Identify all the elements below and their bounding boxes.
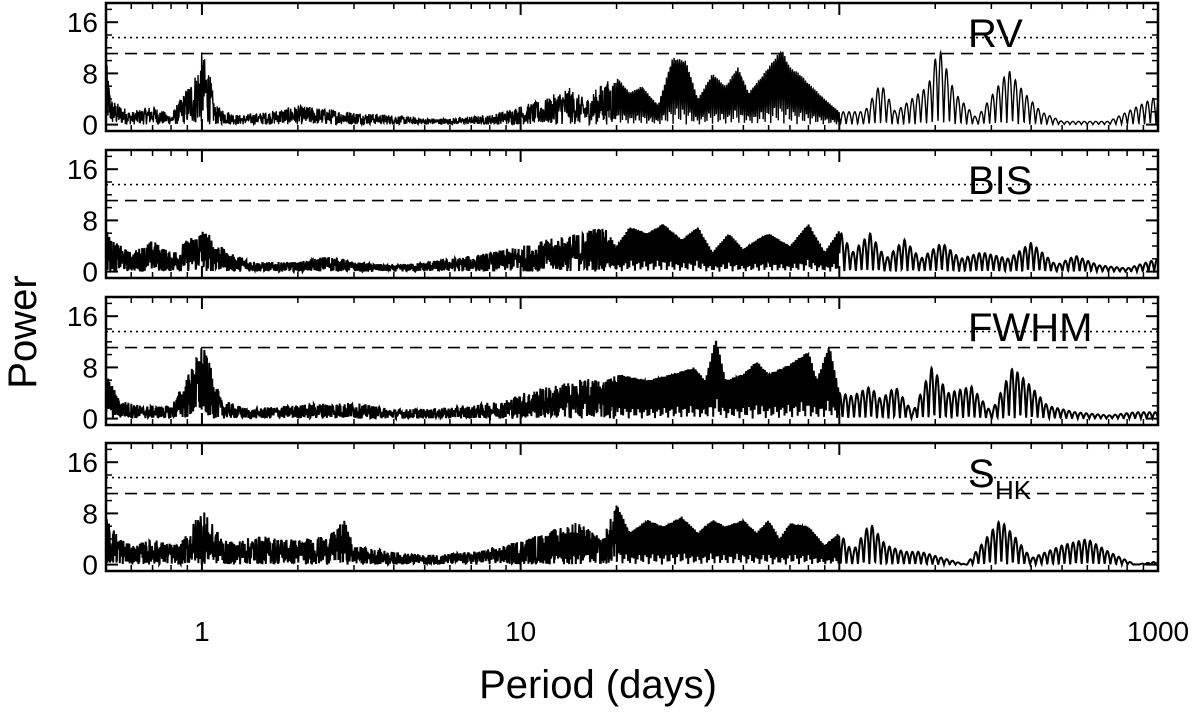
series-line-0 — [106, 49, 1158, 128]
y-tick-label: 0 — [82, 550, 98, 581]
x-axis-title: Period (days) — [479, 663, 717, 707]
panel-bis: 0 8 16 BIS — [67, 148, 1160, 288]
panel-frame — [104, 441, 1160, 573]
panel-frame — [104, 148, 1160, 280]
panel-label-subscript: HK — [995, 475, 1032, 505]
y-tick-label: 16 — [67, 301, 98, 332]
y-tick-label: 16 — [67, 447, 98, 478]
panel-shk: 0 8 16 S HK — [67, 441, 1160, 581]
series-line-2 — [106, 340, 1158, 422]
y-tick-label: 16 — [67, 7, 98, 38]
panels-layer: 0 8 16 RV 0 8 16 BIS 0 8 16 FWHM 0 8 16 S HK 1 10 100 1000 — [67, 1, 1189, 647]
y-tick-label: 8 — [82, 205, 98, 236]
x-tick-label: 1 — [194, 616, 210, 647]
panel-fwhm: 0 8 16 FWHM — [67, 295, 1160, 435]
y-tick-label: 0 — [82, 110, 98, 141]
panel-label: S — [968, 452, 995, 496]
y-tick-label: 8 — [82, 352, 98, 383]
y-axis-title: Power — [1, 275, 45, 388]
panel-label: FWHM — [968, 306, 1092, 350]
series-line-3 — [106, 505, 1158, 569]
x-tick-label: 100 — [816, 616, 863, 647]
y-tick-label: 16 — [67, 154, 98, 185]
series-line-1 — [106, 223, 1158, 275]
y-tick-label: 8 — [82, 498, 98, 529]
panel-frame — [104, 295, 1160, 427]
y-tick-label: 0 — [82, 257, 98, 288]
x-tick-label: 1000 — [1127, 616, 1189, 647]
panel-label: RV — [968, 12, 1023, 56]
panel-frame — [104, 1, 1160, 133]
panel-rv: 0 8 16 RV — [67, 1, 1160, 141]
x-tick-label: 10 — [505, 616, 536, 647]
panel-label: BIS — [968, 159, 1032, 203]
y-tick-label: 8 — [82, 58, 98, 89]
y-tick-label: 0 — [82, 404, 98, 435]
